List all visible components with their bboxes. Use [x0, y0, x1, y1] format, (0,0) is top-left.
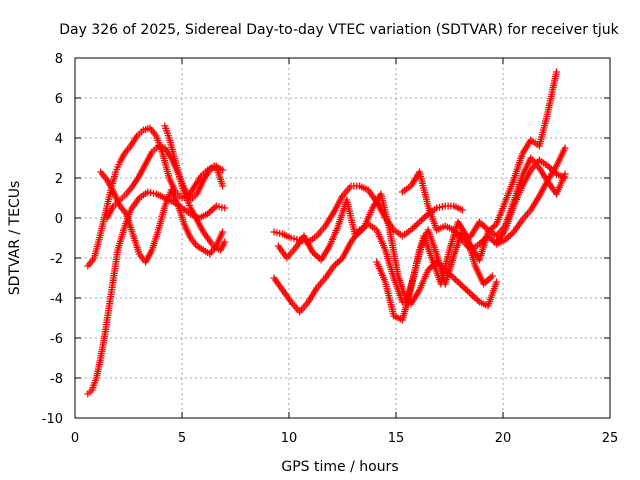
data-point	[506, 231, 514, 239]
series-track-3	[97, 168, 227, 266]
data-point	[458, 282, 466, 290]
x-tick-label: 25	[602, 431, 619, 446]
data-point	[417, 216, 425, 224]
data-point	[335, 257, 343, 265]
data-point	[561, 174, 569, 182]
data-point	[462, 285, 470, 293]
data-point	[412, 221, 420, 229]
y-tick-label: 2	[55, 172, 63, 187]
series-track-10	[398, 154, 569, 244]
y-tick-label: -4	[50, 292, 63, 307]
series-track-12	[493, 156, 569, 248]
data-point	[419, 215, 427, 223]
data-point	[314, 253, 322, 261]
data-point	[209, 205, 217, 213]
data-point	[470, 293, 478, 301]
data-point	[410, 223, 418, 231]
data-point	[219, 182, 227, 190]
data-point	[457, 280, 465, 288]
data-point	[487, 274, 495, 282]
data-point	[467, 290, 475, 298]
x-tick-label: 5	[178, 431, 186, 446]
data-point	[219, 228, 227, 236]
data-point	[332, 260, 340, 268]
data-point	[312, 251, 320, 259]
data-point	[488, 272, 496, 280]
data-point	[463, 287, 471, 295]
series-track-5	[161, 122, 229, 254]
data-point	[409, 224, 417, 232]
series-track-2	[84, 188, 229, 398]
data-point	[460, 284, 468, 292]
data-point	[221, 204, 229, 212]
plot-frame	[74, 57, 611, 419]
x-tick-label: 0	[71, 431, 79, 446]
x-axis-label: GPS time / hours	[281, 459, 398, 475]
y-tick-label: -8	[50, 372, 63, 387]
data-point	[472, 295, 480, 303]
data-point	[458, 206, 466, 214]
series-track-11	[458, 144, 569, 254]
data-point	[207, 207, 215, 215]
series-track-7	[270, 220, 501, 316]
data-point	[481, 223, 489, 231]
series-track-9	[373, 68, 560, 324]
x-tick-label: 20	[495, 431, 512, 446]
x-tick-label: 10	[281, 431, 298, 446]
series-track-6	[270, 182, 466, 246]
data-point	[453, 277, 461, 285]
data-point	[485, 275, 493, 283]
data-point	[451, 276, 459, 284]
y-tick-label: 6	[55, 92, 63, 107]
data-point	[561, 144, 569, 152]
y-tick-label: 0	[55, 212, 63, 227]
y-tick-label: -2	[50, 252, 63, 267]
data-point	[416, 218, 424, 226]
data-point	[483, 277, 491, 285]
series-track-1	[84, 124, 227, 270]
data-point	[455, 279, 463, 287]
data-point	[421, 213, 429, 221]
data-point	[414, 220, 422, 228]
axis-ticks: 0 5 10 15 20 25 -10 -8 -6 -4 -2 0 2 4 6 8	[42, 52, 619, 446]
data-points	[84, 68, 569, 398]
data-point	[221, 238, 229, 246]
data-point	[493, 278, 501, 286]
x-tick-label: 15	[388, 431, 405, 446]
y-axis-label: SDTVAR / TECUs	[7, 181, 23, 296]
data-point	[465, 288, 473, 296]
data-point	[553, 68, 560, 76]
chart-title: Day 326 of 2025, Sidereal Day-to-day VTE…	[59, 22, 619, 38]
y-tick-label: 8	[55, 52, 63, 67]
data-point	[508, 230, 516, 238]
y-tick-label: 4	[55, 132, 63, 147]
data-point	[479, 221, 487, 229]
y-tick-label: -6	[50, 332, 63, 347]
data-point	[211, 204, 219, 212]
y-tick-label: -10	[42, 412, 63, 427]
data-point	[333, 259, 341, 267]
